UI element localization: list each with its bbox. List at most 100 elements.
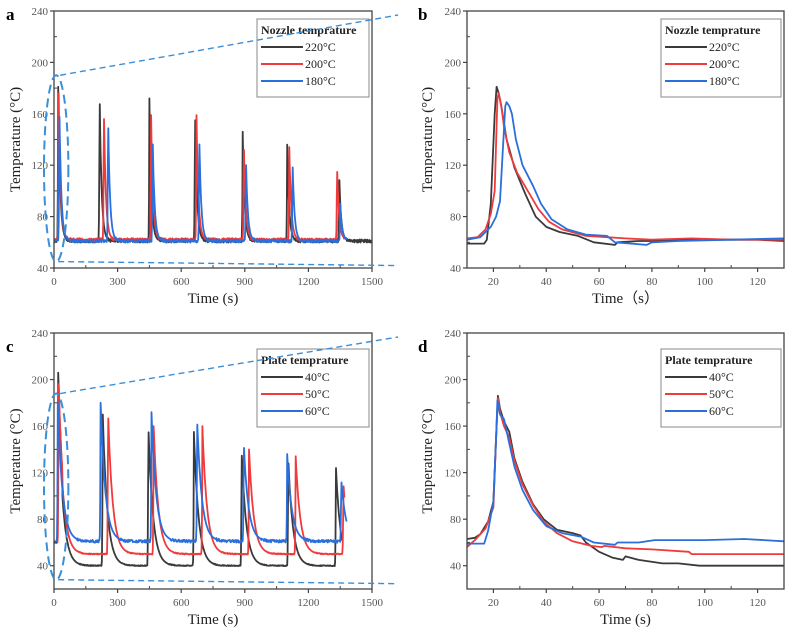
- x-tick-label: 1200: [297, 597, 320, 609]
- x-tick-label: 300: [109, 597, 126, 609]
- y-tick-label: 200: [32, 375, 49, 387]
- series-line-60C: [54, 400, 348, 545]
- legend: Nozzle temprature 220°C 200°C 180°C: [660, 18, 782, 98]
- y-tick-label: 160: [32, 421, 49, 433]
- zoom-connector-top: [60, 14, 399, 76]
- x-tick-label: 40: [541, 276, 553, 288]
- y-tick-label: 200: [32, 57, 49, 69]
- series-line-180C: [467, 101, 784, 246]
- y-tick-label: 240: [32, 328, 49, 340]
- x-tick-label: 1500: [361, 597, 384, 609]
- legend-label: 50°C: [709, 387, 734, 401]
- x-tick-label: 120: [749, 597, 766, 609]
- legend: Plate temprature 40°C 50°C 60°C: [256, 348, 370, 428]
- legend: Plate temprature 40°C 50°C 60°C: [660, 348, 782, 428]
- series-group: [54, 371, 348, 568]
- y-tick-label: 80: [37, 212, 49, 224]
- legend-box: [660, 18, 782, 98]
- zoom-connector-bottom: [58, 260, 399, 267]
- series-group: [54, 85, 372, 244]
- y-axis-title: Temperature (°C): [8, 87, 24, 192]
- legend-title: Plate temprature: [665, 353, 753, 367]
- legend-label: 60°C: [709, 404, 734, 418]
- series-group: [467, 394, 784, 567]
- x-tick-label: 100: [697, 276, 714, 288]
- x-tick-label: 600: [173, 597, 190, 609]
- zoom-indicator: [43, 14, 399, 267]
- y-axis-title: Temperature (°C): [8, 408, 24, 513]
- x-tick-label: 100: [697, 597, 714, 609]
- y-tick-label: 240: [32, 6, 49, 18]
- y-axis-title: Temperature (°C): [420, 87, 436, 192]
- legend-box: [256, 18, 370, 98]
- legend-box: [256, 348, 370, 428]
- x-tick-label: 20: [488, 276, 500, 288]
- y-tick-label: 120: [445, 468, 462, 480]
- x-tick-label: 300: [109, 276, 126, 288]
- x-tick-label: 80: [646, 597, 658, 609]
- y-tick-label: 80: [37, 514, 49, 526]
- zoom-indicator: [43, 336, 399, 585]
- x-tick-label: 80: [646, 276, 658, 288]
- panel-label: a: [6, 5, 15, 24]
- y-tick-label: 240: [445, 6, 462, 18]
- y-tick-label: 40: [450, 561, 462, 573]
- x-tick-label: 1200: [297, 276, 320, 288]
- zoom-ellipse: [43, 74, 70, 263]
- y-tick-label: 200: [445, 375, 462, 387]
- series-line-180C: [54, 115, 348, 244]
- x-tick-label: 40: [541, 597, 553, 609]
- legend-label: 40°C: [709, 370, 734, 384]
- x-axis-title: Time (s): [600, 612, 651, 628]
- legend-label: 220°C: [305, 40, 336, 54]
- x-tick-label: 120: [749, 276, 766, 288]
- y-tick-label: 120: [32, 160, 49, 172]
- legend-label: 60°C: [305, 404, 330, 418]
- x-tick-label: 20: [488, 597, 500, 609]
- series-line-50C: [54, 383, 346, 556]
- panel-label: d: [418, 337, 428, 356]
- chart-panel-b: 40 80 120 160 200 240 20 40 60 80 100 120 Time（s） Tem…: [418, 5, 785, 307]
- x-axis-title: Time（s）: [592, 290, 659, 307]
- series-line-200C: [467, 92, 784, 241]
- x-tick-label: 900: [237, 597, 254, 609]
- zoom-connector-bottom: [58, 578, 399, 585]
- x-axis-title: Time (s): [188, 612, 239, 628]
- legend-label: 200°C: [709, 57, 740, 71]
- chart-panel-d: 40 80 120 160 200 240 20 40 60 80 100 120 Time (s) Te…: [418, 328, 785, 628]
- legend-label: 180°C: [305, 74, 336, 88]
- y-tick-label: 120: [445, 160, 462, 172]
- legend-label: 40°C: [305, 370, 330, 384]
- x-tick-label: 0: [51, 276, 57, 288]
- y-tick-label: 40: [37, 561, 49, 573]
- legend-label: 50°C: [305, 387, 330, 401]
- zoom-ellipse: [43, 392, 70, 581]
- x-tick-label: 60: [594, 597, 606, 609]
- chart-panel-c: 40 80 120 160 200 240 0 300 600 900 1200 1500 Time (…: [6, 328, 399, 628]
- series-line-220C: [54, 85, 372, 244]
- x-tick-label: 900: [237, 276, 254, 288]
- legend-box: [660, 348, 782, 428]
- x-tick-label: 60: [594, 276, 606, 288]
- panel-label: b: [418, 5, 427, 24]
- legend-label: 220°C: [709, 40, 740, 54]
- y-tick-label: 160: [32, 109, 49, 121]
- y-tick-label: 80: [450, 212, 462, 224]
- y-tick-label: 80: [450, 514, 462, 526]
- y-tick-label: 240: [445, 328, 462, 340]
- legend-title: Plate temprature: [261, 353, 349, 367]
- legend-label: 200°C: [305, 57, 336, 71]
- y-tick-label: 160: [445, 421, 462, 433]
- legend-title: Nozzle temprature: [665, 23, 761, 37]
- x-tick-label: 1500: [361, 276, 384, 288]
- legend-label: 180°C: [709, 74, 740, 88]
- panel-label: c: [6, 337, 14, 356]
- chart-panel-a: 40 80 120 160 200 240 0 300 600 900 1200 1500 Time (…: [6, 5, 399, 307]
- y-axis-title: Temperature (°C): [420, 408, 436, 513]
- legend: Nozzle temprature 220°C 200°C 180°C: [256, 18, 370, 98]
- y-tick-label: 40: [37, 263, 49, 275]
- series-line-220C: [467, 85, 784, 246]
- legend-title: Nozzle temprature: [261, 23, 357, 37]
- zoom-connector-top: [60, 336, 399, 395]
